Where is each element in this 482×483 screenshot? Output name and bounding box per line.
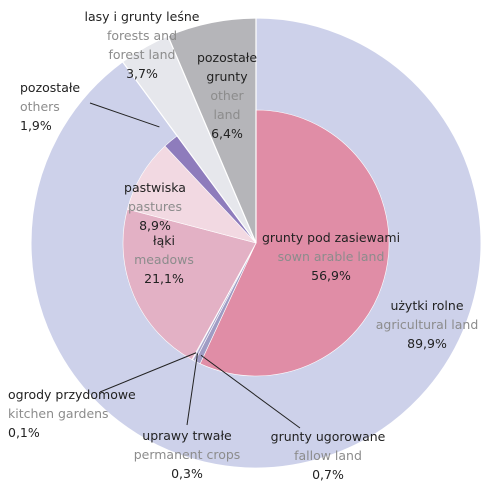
slice-label: uprawy trwałe permanent crops 0,3% bbox=[117, 426, 257, 483]
label-en: forests and forest land bbox=[106, 28, 178, 62]
label-en: fallow land bbox=[294, 448, 362, 463]
label-pl: grunty ugorowane bbox=[270, 429, 386, 444]
label-pl: pozostałe grunty bbox=[196, 50, 258, 84]
label-en: sown arable land bbox=[277, 249, 385, 264]
leader-line bbox=[200, 354, 301, 429]
value-label: 56,9% bbox=[311, 268, 351, 283]
value-label: 1,9% bbox=[20, 118, 52, 133]
label-pl: uprawy trwałe bbox=[142, 428, 232, 443]
label-en: pastures bbox=[128, 199, 182, 214]
label-pl: łąki bbox=[153, 233, 175, 248]
label-pl: pozostałe bbox=[20, 80, 81, 95]
value-label: 89,9% bbox=[407, 336, 447, 351]
label-en: others bbox=[20, 99, 60, 114]
ring-label: użytki rolne agricultural land 89,9% bbox=[362, 296, 482, 353]
label-en: kitchen gardens bbox=[8, 406, 109, 421]
label-en: agricultural land bbox=[375, 317, 479, 332]
label-pl: użytki rolne bbox=[390, 298, 464, 313]
label-pl: grunty pod zasiewami bbox=[261, 230, 401, 245]
value-label: 21,1% bbox=[144, 271, 184, 286]
label-en: permanent crops bbox=[133, 447, 241, 462]
slice-label: łąki meadows 21,1% bbox=[124, 231, 204, 288]
label-pl: pastwiska bbox=[124, 180, 186, 195]
slice-label: pastwiska pastures 8,9% bbox=[110, 178, 200, 235]
slice-label: lasy i grunty leśne forests and forest la… bbox=[67, 7, 217, 83]
label-pl: ogrody przydomowe bbox=[8, 387, 136, 402]
label-en: meadows bbox=[134, 252, 194, 267]
value-label: 0,7% bbox=[312, 467, 344, 482]
value-label: 8,9% bbox=[139, 218, 171, 233]
pie-slice bbox=[199, 109, 390, 377]
label-en: other land bbox=[210, 88, 244, 122]
value-label: 3,7% bbox=[126, 66, 158, 81]
value-label: 0,3% bbox=[171, 466, 203, 481]
slice-label: pozostałe grunty other land 6,4% bbox=[187, 48, 267, 143]
slice-label: grunty ugorowane fallow land 0,7% bbox=[248, 427, 408, 483]
leader-line bbox=[99, 352, 197, 393]
slice-label: pozostałe others 1,9% bbox=[20, 78, 110, 135]
value-label: 0,1% bbox=[8, 425, 40, 440]
value-label: 6,4% bbox=[211, 126, 243, 141]
pie-slice bbox=[122, 208, 257, 360]
slice-label: grunty pod zasiewami sown arable land 56,9… bbox=[246, 228, 416, 285]
leader-line bbox=[186, 353, 199, 426]
label-pl: lasy i grunty leśne bbox=[84, 9, 200, 24]
slice-label: ogrody przydomowe kitchen gardens 0,1% bbox=[8, 385, 188, 442]
leader-line bbox=[89, 102, 160, 128]
pie-slice bbox=[167, 17, 257, 244]
